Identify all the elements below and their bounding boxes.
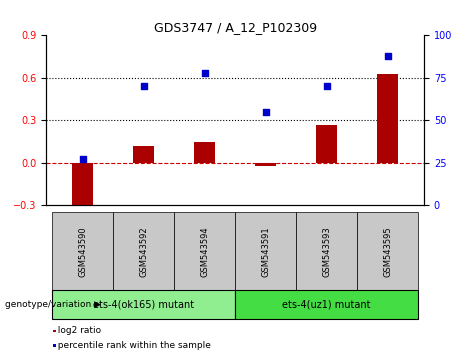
Point	[384, 53, 391, 59]
Bar	[133, 146, 154, 163]
Point	[140, 84, 148, 89]
Point	[323, 84, 330, 89]
Bar	[72, 163, 93, 217]
Title: GDS3747 / A_12_P102309: GDS3747 / A_12_P102309	[154, 21, 317, 34]
Text: GSM543594: GSM543594	[200, 226, 209, 277]
Point	[201, 70, 208, 76]
Text: ets-4(uz1) mutant: ets-4(uz1) mutant	[282, 299, 371, 309]
Text: percentile rank within the sample: percentile rank within the sample	[52, 341, 211, 350]
Bar	[255, 163, 276, 166]
Bar	[377, 74, 398, 163]
Text: log2 ratio: log2 ratio	[52, 326, 101, 336]
Point	[79, 156, 86, 162]
Text: GSM543591: GSM543591	[261, 226, 270, 277]
Text: ets-4(ok165) mutant: ets-4(ok165) mutant	[93, 299, 194, 309]
Point	[262, 109, 269, 115]
Text: GSM543593: GSM543593	[322, 226, 331, 277]
Text: GSM543592: GSM543592	[139, 226, 148, 277]
Text: genotype/variation ▶: genotype/variation ▶	[5, 300, 100, 309]
Text: GSM543595: GSM543595	[383, 226, 392, 277]
Bar	[316, 125, 337, 163]
Text: GSM543590: GSM543590	[78, 226, 87, 277]
Bar	[194, 142, 215, 163]
